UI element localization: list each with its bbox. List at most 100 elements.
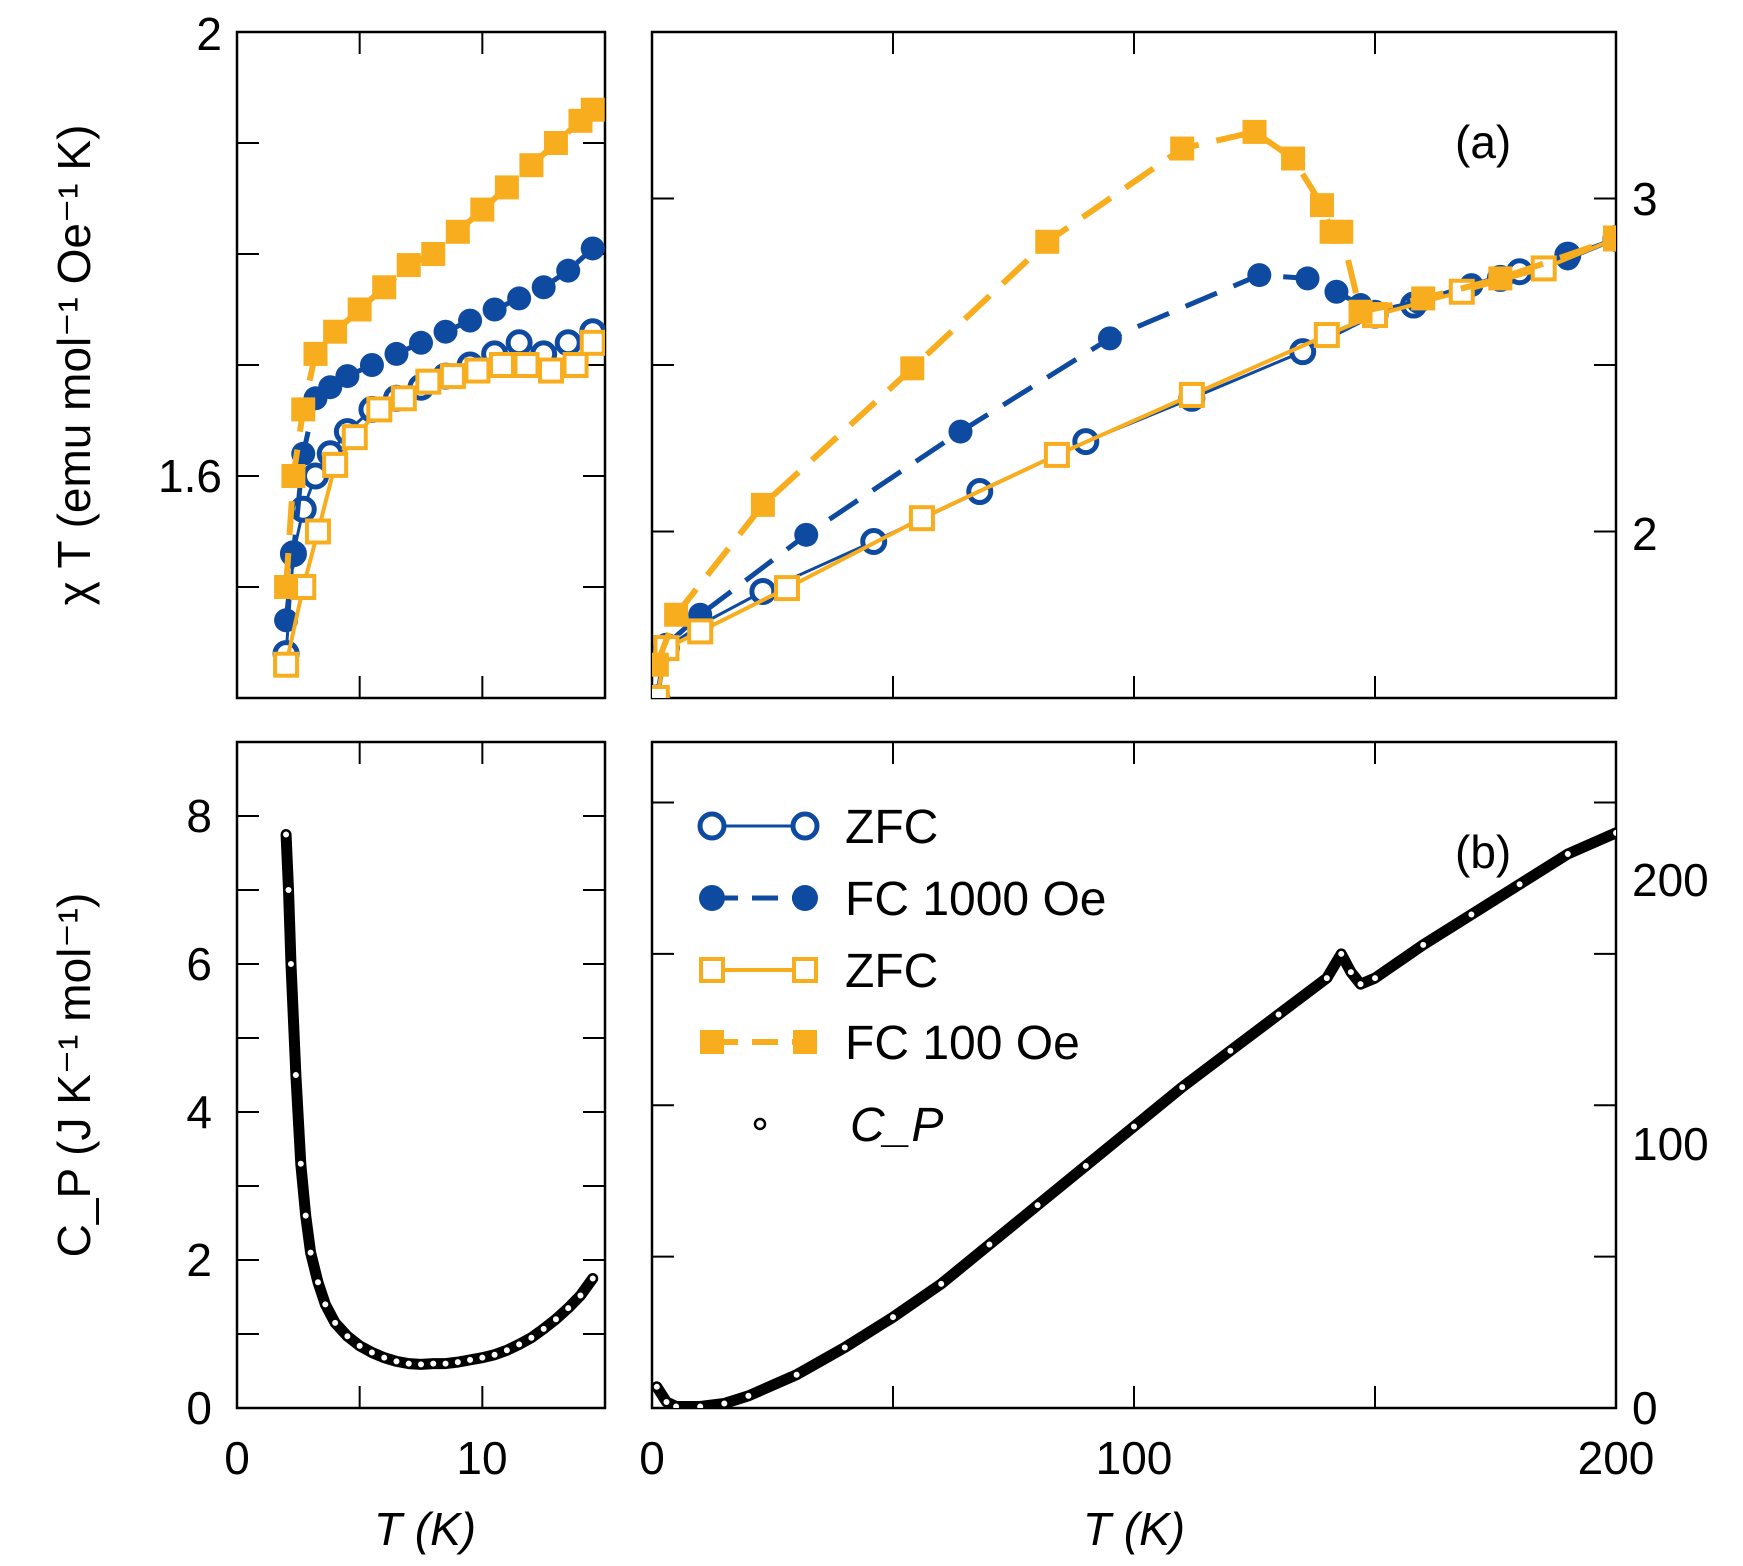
cp-full-point-c-p-8 <box>888 1312 898 1323</box>
cp-full-point-c-p-6 <box>791 1369 802 1380</box>
chiT-full-point-fc-100-oe-5 <box>1170 136 1195 161</box>
chiT-low-point-fc-1000-oe-10 <box>458 308 483 333</box>
chiT-full-point-zfc-100-oe-4 <box>908 505 935 532</box>
chiT-low-point-zfc-100-oe-4 <box>341 424 368 451</box>
cp-low-point-c-p-19 <box>452 1357 463 1368</box>
chiT-low-point-zfc-100-oe-6 <box>390 385 417 412</box>
plot-area-chiT-low <box>272 97 605 678</box>
chiT-full-point-zfc-100-oe-3 <box>773 575 800 602</box>
chiT-low-point-fc-100-oe-12 <box>519 153 544 178</box>
cp-full-point-c-p-24 <box>1514 879 1525 890</box>
chiT-low-point-fc-100-oe-2 <box>291 397 316 422</box>
chiT-low-point-zfc-100-oe-2 <box>304 518 331 545</box>
x-tick-right-0: 0 <box>639 1432 665 1484</box>
chiT-low-point-zfc-100-oe-9 <box>464 357 491 384</box>
x-axis-title-left: T (K) <box>374 1503 476 1555</box>
chiT-low-point-zfc-100-oe-7 <box>415 368 442 395</box>
y-tick-bottom-right-100: 100 <box>1632 1118 1709 1170</box>
chiT-low-point-fc-100-oe-6 <box>372 275 397 300</box>
x-tick-left-0: 0 <box>224 1432 250 1484</box>
cp-low-point-c-p-0 <box>281 829 292 840</box>
chiT-low-line-fc-100-oe <box>283 107 595 588</box>
cp-full-point-c-p-2 <box>671 1401 682 1408</box>
cp-full-point-c-p-20 <box>1355 979 1366 990</box>
chiT-full-point-fc-100-oe-3 <box>900 356 925 381</box>
cp-low-point-c-p-28 <box>563 1303 574 1314</box>
chiT-low-point-fc-1000-oe-0 <box>274 608 299 633</box>
legend-entry-fc-100: FC 100 Oe <box>700 1017 1080 1070</box>
chiT-full-point-fc-1000-oe-8 <box>1324 279 1349 304</box>
cp-full-point-c-p-0 <box>652 1381 662 1392</box>
cp-low-point-c-p-4 <box>295 1158 306 1169</box>
cp-full-point-c-p-13 <box>1129 1121 1139 1132</box>
chiT-low-point-fc-100-oe-10 <box>470 197 495 222</box>
cp-full-point-c-p-21 <box>1370 973 1380 984</box>
cp-low-point-c-p-5 <box>300 1210 311 1221</box>
cp-low-point-c-p-26 <box>538 1323 549 1334</box>
legend-marker-filled-square-left <box>700 1030 724 1054</box>
chiT-full-point-fc-100-oe-12 <box>1411 286 1436 311</box>
cp-low-point-c-p-10 <box>342 1331 353 1342</box>
chiT-low-point-fc-100-oe-11 <box>494 175 519 200</box>
chiT-full-point-fc-100-oe-4 <box>1035 229 1060 254</box>
cp-low-point-c-p-8 <box>320 1299 331 1310</box>
chiT-low-point-zfc-1000-oe-12 <box>505 329 533 357</box>
chiT-low-point-fc-100-oe-13 <box>543 131 568 155</box>
cp-full-point-c-p-3 <box>695 1401 706 1408</box>
cp-full-point-c-p-17 <box>1321 973 1332 984</box>
legend: ZFC FC 1000 Oe ZFC FC 100 Oe C_P <box>697 801 1106 1152</box>
chiT-full-point-fc-1000-oe-4 <box>948 419 973 444</box>
cp-low-point-c-p-14 <box>391 1356 402 1367</box>
chiT-low-point-zfc-100-oe-13 <box>562 352 589 378</box>
y-tick-bottom-left-6: 6 <box>186 938 212 990</box>
chiT-full-point-fc-100-oe-2 <box>750 492 775 517</box>
cp-full-point-c-p-11 <box>1032 1200 1043 1211</box>
cp-full-point-c-p-7 <box>839 1342 850 1353</box>
cp-low-point-c-p-23 <box>501 1345 512 1356</box>
chiT-low-point-fc-1000-oe-15 <box>580 236 605 261</box>
chiT-full-line-zfc-1000-oe <box>655 237 1616 698</box>
chiT-low-point-fc-1000-oe-8 <box>409 330 433 355</box>
x-tick-right-200: 200 <box>1578 1432 1655 1484</box>
y-tick-bottom-left-8: 8 <box>186 790 212 842</box>
legend-marker-filled-circle-left <box>699 885 725 911</box>
legend-label-fc-100: FC 100 Oe <box>845 1017 1080 1070</box>
chiT-full-line-fc-1000-oe <box>654 236 1616 698</box>
chiT-full-point-fc-100-oe-8 <box>1309 193 1334 218</box>
y-tick-bottom-left-0: 0 <box>186 1382 212 1434</box>
cp-full-point-c-p-14 <box>1177 1082 1188 1093</box>
plot-area-chiT-full <box>652 119 1616 698</box>
chiT-low-point-zfc-100-oe-12 <box>538 357 565 384</box>
chiT-full-line-zfc-100-oe <box>654 236 1616 698</box>
chiT-low-point-zfc-1000-oe-14 <box>554 329 582 357</box>
cp-full-point-c-p-22 <box>1418 939 1429 950</box>
chiT-low-point-fc-1000-oe-5 <box>335 364 360 389</box>
legend-marker-filled-square-right <box>793 1030 817 1054</box>
chiT-low-point-zfc-100-oe-3 <box>322 451 349 478</box>
cp-low-point-c-p-11 <box>354 1340 365 1351</box>
x-axis-title-right: T (K) <box>1083 1503 1185 1555</box>
legend-marker-open-square-right <box>792 957 818 983</box>
chiT-full-point-fc-100-oe-0 <box>652 652 669 677</box>
chiT-full-point-zfc-100-oe-7 <box>1313 322 1340 349</box>
cp-low-point-c-p-9 <box>330 1317 341 1328</box>
cp-low-point-c-p-6 <box>305 1247 316 1258</box>
chiT-low-point-fc-1000-oe-11 <box>482 297 507 322</box>
cp-full-point-c-p-1 <box>661 1396 672 1407</box>
y-tick-top-right-2: 2 <box>1632 508 1658 560</box>
chiT-low-point-fc-1000-oe-14 <box>556 258 581 283</box>
cp-full-point-c-p-10 <box>984 1239 995 1250</box>
cp-low-point-c-p-3 <box>290 1070 301 1080</box>
cp-low-point-c-p-30 <box>587 1273 598 1284</box>
cp-low-point-c-p-21 <box>477 1352 488 1363</box>
chiT-full-point-zfc-100-oe-6 <box>1178 381 1205 408</box>
chiT-low-point-fc-100-oe-7 <box>396 253 421 278</box>
chiT-low-point-fc-1000-oe-4 <box>318 375 343 400</box>
chiT-full-point-zfc-100-oe-0 <box>652 685 670 698</box>
cp-full-point-c-p-23 <box>1466 909 1477 920</box>
chiT-low-point-zfc-100-oe-0 <box>273 651 300 678</box>
y-tick-bottom-right-200: 200 <box>1632 854 1709 906</box>
cp-full-point-c-p-12 <box>1080 1160 1091 1171</box>
chiT-low-point-fc-1000-oe-9 <box>433 319 458 344</box>
x-tick-right-100: 100 <box>1096 1432 1173 1484</box>
